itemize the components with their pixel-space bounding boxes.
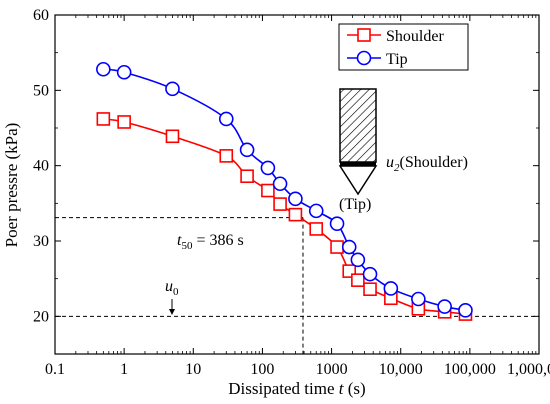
tip-point xyxy=(341,239,357,255)
tip-point xyxy=(350,252,366,268)
shoulder-point xyxy=(261,183,275,198)
probe-label-shoulder: u2(Shoulder) xyxy=(386,154,468,174)
shoulder-point xyxy=(273,197,287,211)
legend-label-shoulder: Shoulder xyxy=(386,28,444,45)
tip-point xyxy=(411,291,426,307)
tip-point xyxy=(96,61,111,77)
probe-schematic: u2(Shoulder) (Tip) xyxy=(338,88,468,213)
plot-frame xyxy=(54,14,540,355)
t50-symbol: t xyxy=(177,232,182,249)
x-tick-label: 10,000 xyxy=(379,361,423,378)
tip-series-line xyxy=(103,68,466,312)
tip-point xyxy=(437,299,452,314)
legend-marker-tip xyxy=(356,50,372,66)
legend-marker-shoulder xyxy=(357,28,371,42)
shoulder-point xyxy=(240,169,254,184)
axis-ticks: 0.1110100100010,000100,0001,000,00020304… xyxy=(33,7,550,378)
shoulder-point xyxy=(363,282,377,297)
t50-annotation: t50 = 386 s xyxy=(177,232,244,252)
series-layer xyxy=(96,61,473,321)
tip-point xyxy=(383,281,399,296)
tip-point xyxy=(362,266,378,282)
shoulder-series-line xyxy=(103,118,466,315)
tip-point xyxy=(260,160,276,176)
tip-point xyxy=(329,216,345,231)
shoulder-point xyxy=(96,112,111,126)
tip-point xyxy=(165,81,180,97)
t50-subscript: 50 xyxy=(181,240,193,252)
probe-label-text: (Shoulder) xyxy=(400,154,468,171)
tip-point xyxy=(272,176,288,192)
legend: Shoulder Tip xyxy=(338,23,469,71)
y-tick-label: 30 xyxy=(33,233,49,250)
shoulder-point xyxy=(309,222,324,236)
shoulder-point xyxy=(288,207,303,222)
y-tick-label: 50 xyxy=(33,82,49,99)
probe-label-subscript: 2 xyxy=(394,162,400,174)
x-axis-title-variable: t xyxy=(339,379,345,398)
tip-point xyxy=(308,203,324,219)
y-tick-label: 20 xyxy=(33,308,49,325)
x-axis-title-text: Dissipated time xyxy=(228,379,334,398)
u0-annotation: u0 xyxy=(165,278,179,298)
tip-point xyxy=(288,191,303,207)
x-tick-label: 10 xyxy=(185,361,201,378)
probe-cone xyxy=(338,165,378,196)
u0-subscript: 0 xyxy=(173,286,179,298)
x-tick-label: 1 xyxy=(120,361,128,378)
tip-point xyxy=(239,142,255,158)
legend-label-tip: Tip xyxy=(386,51,408,68)
x-tick-label: 100,000 xyxy=(444,361,496,378)
shoulder-point xyxy=(117,115,131,129)
x-tick-label: 1000 xyxy=(316,361,348,378)
probe-label-tip: (Tip) xyxy=(339,196,371,213)
t50-value-text: = 386 s xyxy=(192,232,243,249)
y-tick-label: 60 xyxy=(33,7,49,24)
y-axis-title: Poer pressre (kPa) xyxy=(2,123,21,248)
y-tick-label: 40 xyxy=(33,158,49,175)
u0-symbol: u xyxy=(165,278,173,295)
shoulder-point xyxy=(219,149,234,163)
tip-point xyxy=(458,303,473,318)
shoulder-point xyxy=(165,129,180,144)
x-tick-label: 100 xyxy=(250,361,274,378)
shoulder-point xyxy=(330,240,344,254)
x-tick-label: 1,000,000 xyxy=(507,361,550,378)
reference-lines xyxy=(55,217,539,354)
probe-shaft xyxy=(339,88,377,163)
u0-arrowhead xyxy=(169,309,175,315)
x-tick-label: 0.1 xyxy=(45,361,65,378)
probe-filter-band xyxy=(340,162,376,166)
tip-point xyxy=(116,64,132,80)
shoulder-point xyxy=(351,273,365,287)
x-axis-title-unit: (s) xyxy=(348,379,366,398)
x-axis-title: Dissipated time t (s) xyxy=(228,379,365,398)
tip-point xyxy=(218,111,234,127)
probe-label-symbol: u xyxy=(386,154,394,171)
